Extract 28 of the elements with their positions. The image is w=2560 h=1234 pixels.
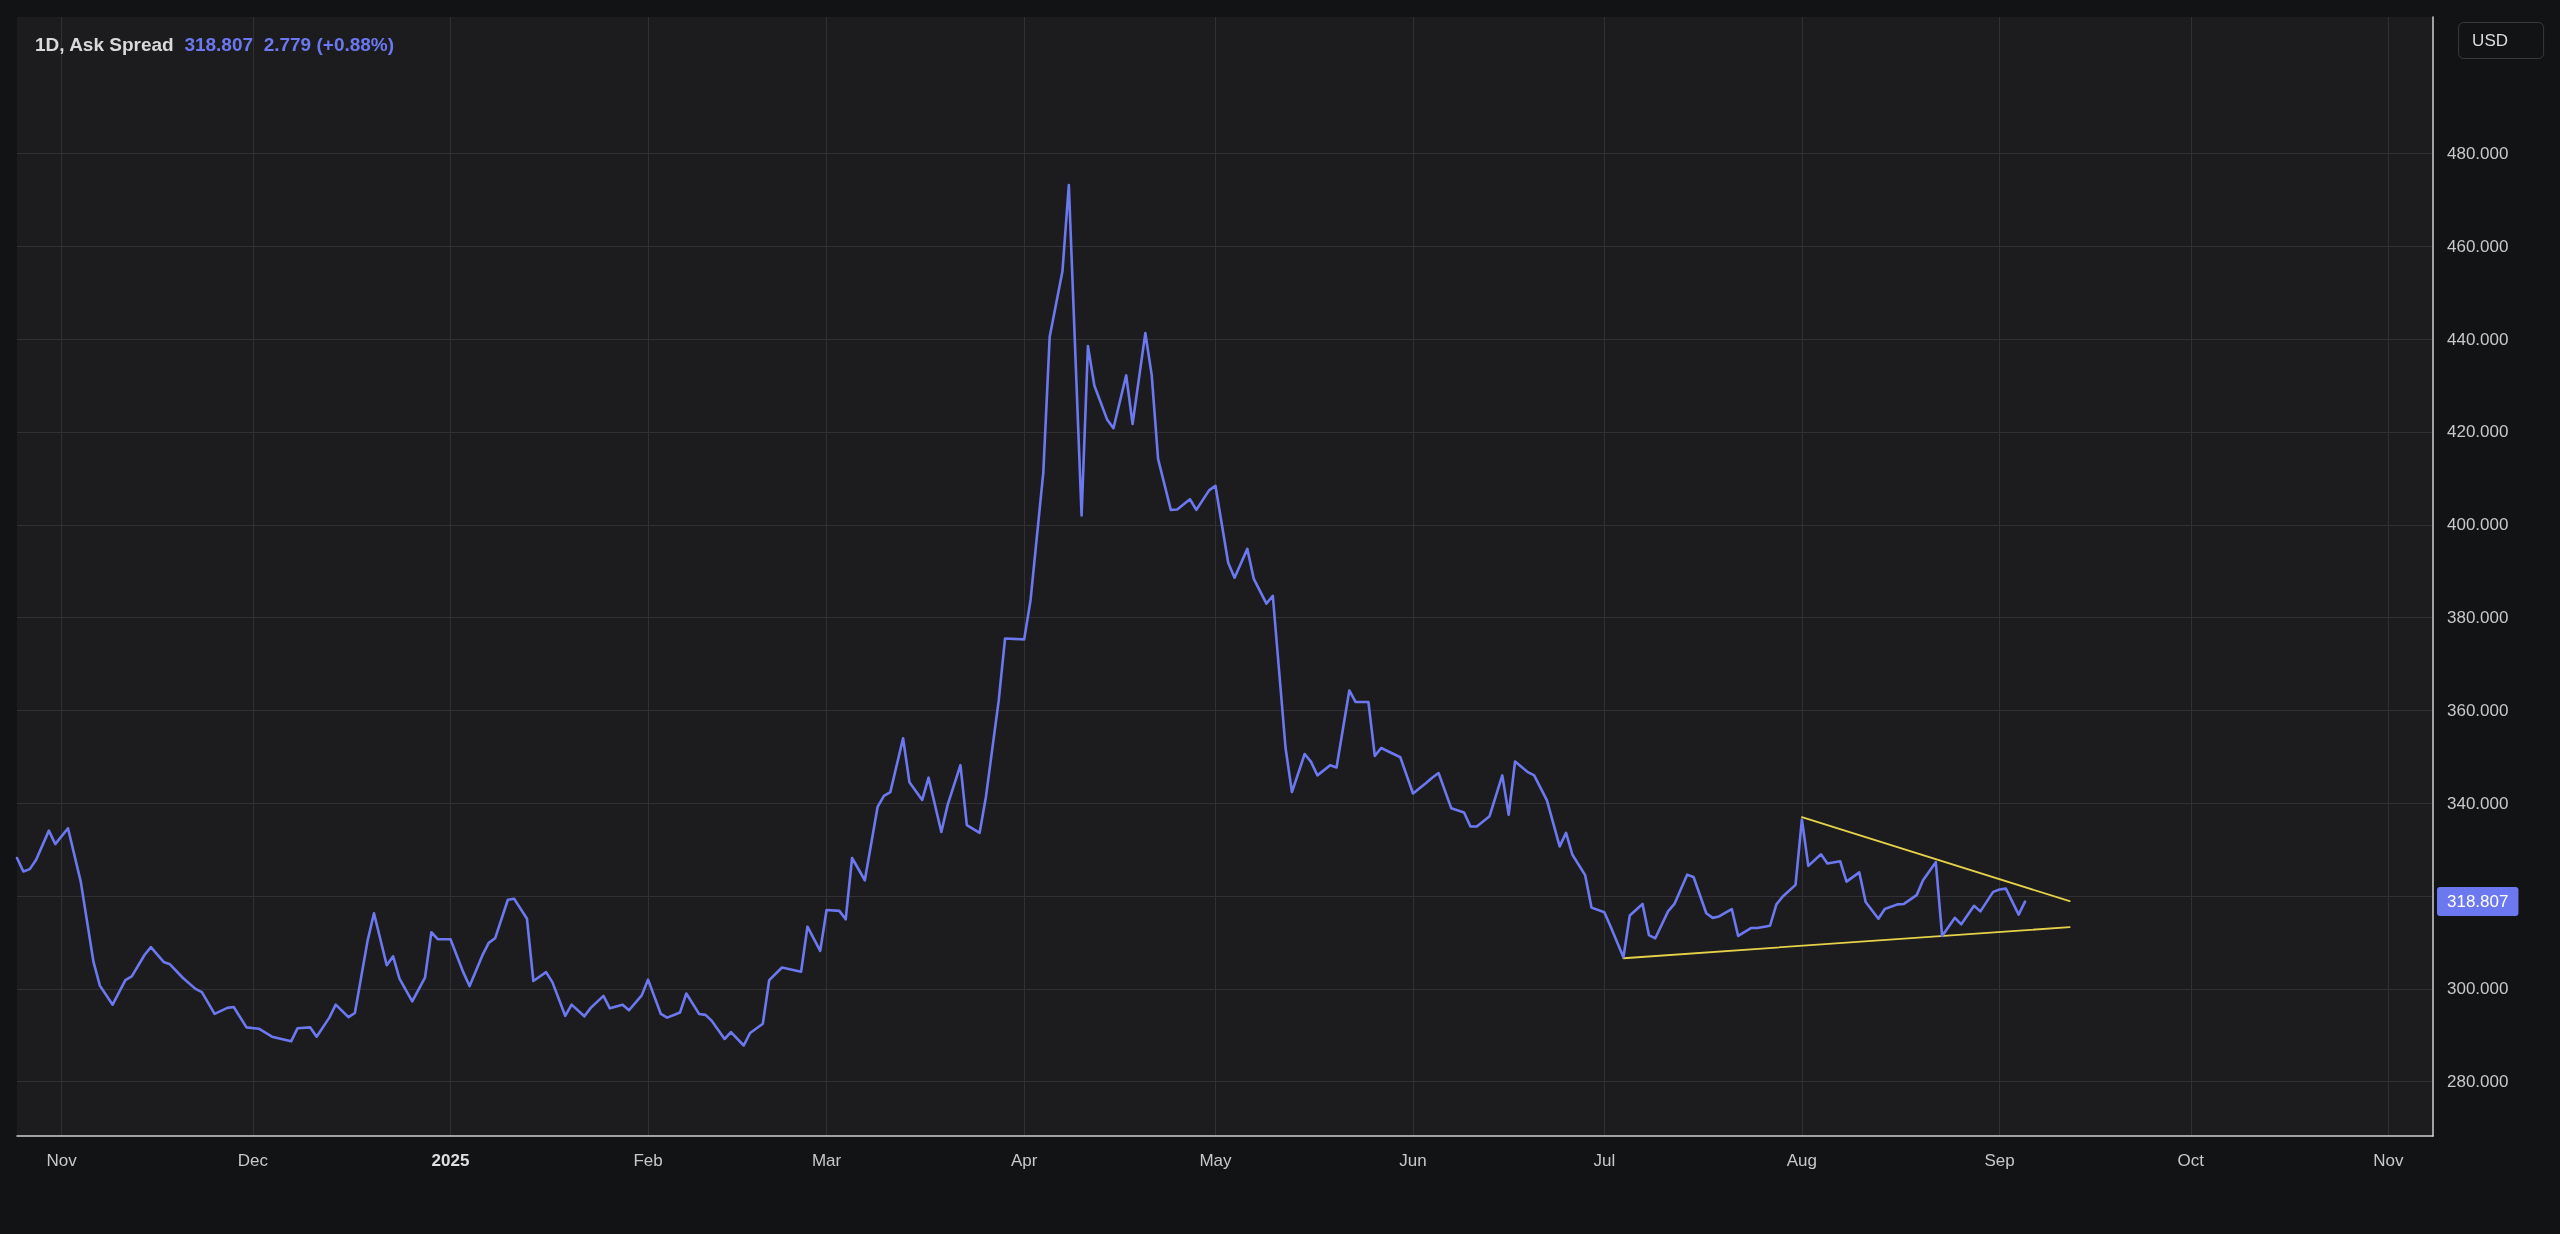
x-tick-label: 2025 — [431, 1151, 470, 1170]
y-tick-label: 300.000 — [2447, 979, 2509, 999]
x-tick-label: Sep — [1984, 1151, 2015, 1170]
x-tick-label: Mar — [811, 1151, 842, 1170]
y-tick-label: 400.000 — [2447, 515, 2509, 535]
x-tick-label: Oct — [2177, 1151, 2205, 1170]
text: 1D, Ask Spread — [35, 34, 174, 55]
y-tick-label: 340.000 — [2447, 793, 2509, 813]
text: 318.807 — [2447, 892, 2509, 912]
x-tick-label: Apr — [1010, 1151, 1038, 1170]
y-axis-title: USD — [2472, 31, 2509, 50]
x-tick-label: Nov — [2373, 1151, 2404, 1170]
y-tick-label: 360.000 — [2447, 700, 2509, 720]
y-tick-label: 480.000 — [2447, 143, 2509, 163]
y-tick-label: 460.000 — [2447, 236, 2509, 256]
line-series — [15, 183, 2027, 1047]
x-tick-label: Jul — [1593, 1151, 1616, 1170]
y-tick-label: 440.000 — [2447, 329, 2509, 349]
x-tick-label: Dec — [237, 1151, 269, 1170]
text: 318.807 2.779 (+0.88%) — [184, 34, 395, 55]
x-tick-label: Nov — [46, 1151, 78, 1170]
y-tick-label: 420.000 — [2447, 422, 2509, 442]
x-tick-label: May — [1199, 1151, 1232, 1170]
y-tick-label: 280.000 — [2447, 1072, 2509, 1092]
x-tick-label: Feb — [633, 1151, 663, 1170]
x-tick-label: Jun — [1399, 1151, 1427, 1170]
x-tick-label: Aug — [1786, 1151, 1818, 1170]
y-tick-label: 380.000 — [2447, 608, 2509, 628]
